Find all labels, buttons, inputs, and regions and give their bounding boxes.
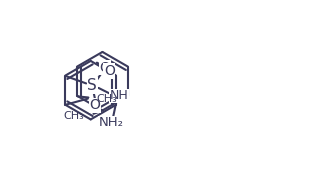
- Text: O: O: [104, 64, 115, 78]
- Text: O: O: [90, 98, 100, 112]
- Text: O: O: [99, 61, 110, 75]
- Text: S: S: [88, 78, 97, 93]
- Text: NH: NH: [110, 89, 129, 102]
- Text: NH₂: NH₂: [99, 116, 124, 129]
- Text: CH₃: CH₃: [97, 94, 118, 104]
- Text: CH₃: CH₃: [64, 111, 84, 121]
